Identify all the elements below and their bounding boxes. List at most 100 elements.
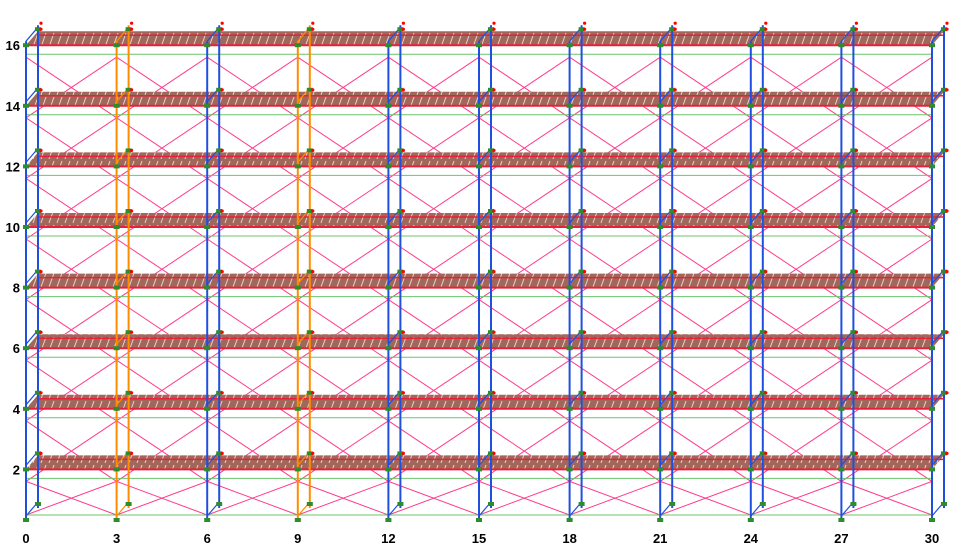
x-axis-label: 21 (653, 531, 667, 546)
brace (297, 359, 389, 422)
node-marker (476, 164, 482, 169)
load-marker (39, 27, 43, 31)
node-marker (566, 467, 573, 472)
brace (116, 177, 208, 240)
brace (206, 56, 299, 119)
load-marker (583, 21, 587, 25)
load-marker (673, 330, 677, 334)
node-marker (23, 103, 29, 108)
load-marker (220, 148, 224, 152)
load-marker (401, 27, 405, 31)
node-marker (397, 451, 404, 456)
load-marker (401, 270, 405, 274)
load-marker (583, 451, 587, 455)
node-marker (838, 467, 845, 472)
brace (478, 420, 570, 482)
node-marker (578, 148, 585, 153)
node-marker (657, 406, 664, 411)
node-marker (113, 164, 120, 169)
node-marker (669, 390, 676, 395)
node-marker (578, 269, 585, 274)
node-marker (669, 87, 676, 92)
decks (26, 31, 944, 471)
diagonal-braces (25, 56, 933, 516)
brace (297, 420, 389, 482)
node-marker (747, 518, 754, 522)
brace (659, 420, 752, 482)
brace (388, 359, 480, 422)
brace (116, 420, 208, 482)
load-marker (39, 270, 43, 274)
node-marker (488, 502, 494, 506)
x-axis-label: 15 (472, 531, 486, 546)
node-marker (35, 451, 41, 456)
node-marker (578, 502, 585, 506)
load-marker (764, 88, 768, 92)
node-marker (488, 451, 494, 456)
node-marker (204, 285, 211, 290)
brace (206, 177, 299, 240)
node-marker (35, 502, 41, 506)
node-marker (850, 27, 857, 32)
node-marker (397, 390, 404, 395)
load-marker (945, 88, 949, 92)
brace (297, 56, 389, 119)
node-marker (838, 346, 845, 351)
node-marker (488, 390, 494, 395)
load-marker (311, 270, 315, 274)
node-marker (566, 518, 573, 522)
brace (750, 299, 842, 361)
load-marker (39, 451, 43, 455)
load-marker (764, 270, 768, 274)
node-marker (397, 27, 404, 32)
node-marker (385, 225, 392, 229)
load-marker (220, 88, 224, 92)
node-marker (125, 148, 132, 153)
node-marker (125, 451, 132, 456)
x-axis-label: 0 (22, 531, 29, 546)
node-marker (35, 330, 41, 335)
brace (569, 177, 661, 240)
node-marker (35, 209, 41, 213)
node-marker (216, 451, 223, 456)
brace (206, 299, 299, 361)
node-marker (294, 467, 301, 472)
brace (569, 420, 661, 482)
load-marker (311, 88, 315, 92)
load-marker (945, 451, 949, 455)
node-marker (397, 87, 404, 92)
load-marker (492, 148, 496, 152)
node-marker (23, 285, 29, 290)
node-marker (941, 451, 947, 456)
brace (478, 177, 570, 240)
node-marker (488, 87, 494, 92)
node-marker (216, 87, 223, 92)
node-marker (35, 390, 41, 395)
node-marker (23, 518, 29, 522)
node-marker (941, 27, 947, 32)
load-marker (673, 270, 677, 274)
node-marker (125, 502, 132, 506)
node-marker (566, 164, 573, 169)
load-marker (764, 21, 768, 25)
node-marker (294, 164, 301, 169)
node-marker (306, 269, 313, 274)
node-marker (306, 451, 313, 456)
node-marker (125, 390, 132, 395)
load-marker (130, 270, 134, 274)
node-marker (850, 87, 857, 92)
node-marker (385, 467, 392, 472)
node-marker (578, 390, 585, 395)
node-marker (125, 330, 132, 335)
node-marker (838, 518, 845, 522)
node-marker (476, 346, 482, 351)
brace (569, 480, 661, 516)
node-marker (294, 518, 301, 522)
load-marker (764, 148, 768, 152)
node-marker (759, 502, 766, 506)
node-marker (397, 269, 404, 274)
brace (569, 299, 661, 361)
x-axis-label: 12 (381, 531, 395, 546)
node-marker (204, 43, 211, 48)
